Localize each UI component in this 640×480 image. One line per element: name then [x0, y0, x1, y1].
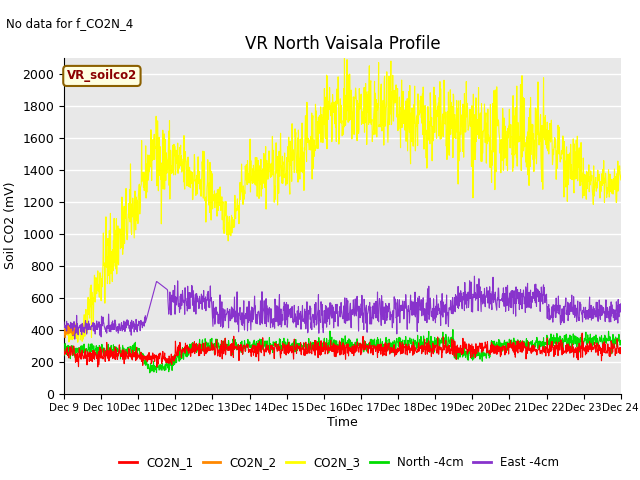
Title: VR North Vaisala Profile: VR North Vaisala Profile [244, 35, 440, 53]
Text: VR_soilco2: VR_soilco2 [67, 70, 137, 83]
X-axis label: Time: Time [327, 416, 358, 429]
Text: No data for f_CO2N_4: No data for f_CO2N_4 [6, 17, 134, 30]
Y-axis label: Soil CO2 (mV): Soil CO2 (mV) [4, 182, 17, 269]
Legend: CO2N_1, CO2N_2, CO2N_3, North -4cm, East -4cm: CO2N_1, CO2N_2, CO2N_3, North -4cm, East… [115, 452, 564, 474]
